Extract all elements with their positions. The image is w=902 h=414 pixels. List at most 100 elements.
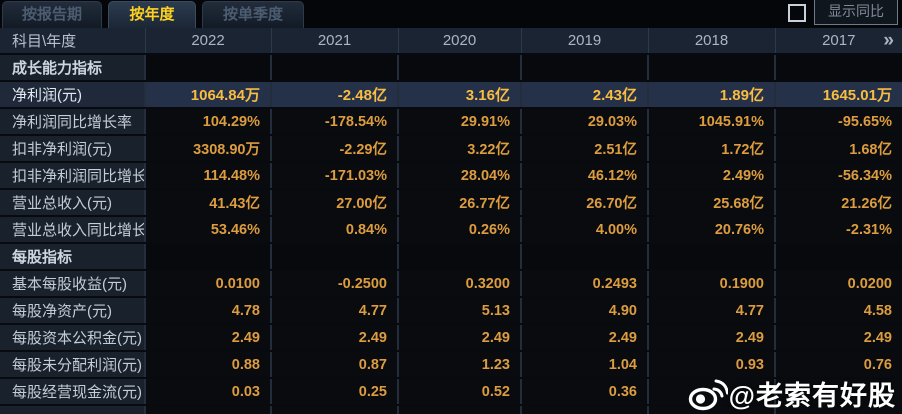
year-label: 2019 bbox=[567, 32, 602, 49]
year-label: 2017 bbox=[822, 32, 856, 49]
value-cell: 2.43亿 bbox=[521, 81, 649, 109]
value-cell bbox=[271, 54, 399, 82]
value-cell: 2.51亿 bbox=[521, 135, 649, 163]
value-cell: -171.03% bbox=[271, 162, 399, 190]
value-cell: 4.78 bbox=[145, 297, 272, 325]
value-cell: 1645.01万 bbox=[775, 81, 902, 109]
value-cell bbox=[145, 243, 272, 271]
value-cell: 21.26亿 bbox=[775, 189, 902, 217]
value-cell: 0.76 bbox=[775, 351, 902, 379]
value-cell: 1.23 bbox=[398, 351, 522, 379]
clipped-row bbox=[0, 405, 902, 414]
value-cell: 0.36 bbox=[521, 378, 649, 406]
value-cell: 26.77亿 bbox=[398, 189, 522, 217]
value-cell: -56.34% bbox=[775, 162, 902, 190]
value-cell: 5.13 bbox=[398, 297, 522, 325]
value-cell: 25.68亿 bbox=[648, 189, 776, 217]
row-label: 每股经营现金流(元) bbox=[0, 378, 146, 406]
year-label: 2018 bbox=[694, 32, 729, 49]
value-cell: 1064.84万 bbox=[145, 81, 272, 109]
value-cell: -95.65% bbox=[775, 108, 902, 136]
value-cell: 2.49 bbox=[521, 324, 649, 352]
value-cell: 0.87 bbox=[271, 351, 399, 379]
value-cell: 0.26% bbox=[398, 216, 522, 244]
value-cell: 0.88 bbox=[145, 351, 272, 379]
table-row: 扣非净利润(元) 3308.90万 -2.29亿 3.22亿 2.51亿 1.72亿 1.6… bbox=[0, 135, 902, 163]
value-cell: 3.16亿 bbox=[398, 81, 522, 109]
show-yoy-button[interactable]: 显示同比 bbox=[814, 0, 898, 25]
value-cell: 104.29% bbox=[145, 108, 272, 136]
value-cell: 0.2493 bbox=[521, 270, 649, 298]
value-cell: 114.48% bbox=[145, 162, 272, 190]
table-row: 每股资本公积金(元) 2.49 2.49 2.49 2.49 2.49 2.49 bbox=[0, 324, 902, 352]
value-cell bbox=[145, 405, 272, 414]
value-cell: 0.0200 bbox=[775, 270, 902, 298]
value-cell: 1.72亿 bbox=[648, 135, 776, 163]
table-row: 净利润同比增长率 104.29% -178.54% 29.91% 29.03% 1045.… bbox=[0, 108, 902, 136]
table-row: 每股经营现金流(元) 0.03 0.25 0.52 0.36 bbox=[0, 378, 902, 406]
value-cell bbox=[521, 405, 649, 414]
table-row: 营业总收入(元) 41.43亿 27.00亿 26.77亿 26.70亿 25.68亿 21… bbox=[0, 189, 902, 217]
year-label: 2020 bbox=[442, 32, 477, 49]
value-cell bbox=[398, 54, 522, 82]
value-cell: 41.43亿 bbox=[145, 189, 272, 217]
table-row: 每股未分配利润(元) 0.88 0.87 1.23 1.04 0.93 0.76 bbox=[0, 351, 902, 379]
value-cell: 28.04% bbox=[398, 162, 522, 190]
column-header-year: 2019 bbox=[521, 28, 649, 55]
column-header-year: 2018 bbox=[648, 28, 776, 55]
value-cell: 20.76% bbox=[648, 216, 776, 244]
value-cell: -2.48亿 bbox=[271, 81, 399, 109]
value-cell: 1.89亿 bbox=[648, 81, 776, 109]
value-cell: 3308.90万 bbox=[145, 135, 272, 163]
row-label: 扣非净利润(元) bbox=[0, 135, 146, 163]
table-row: 成长能力指标 bbox=[0, 54, 902, 82]
value-cell: 3.22亿 bbox=[398, 135, 522, 163]
value-cell: 0.84% bbox=[271, 216, 399, 244]
row-label: 净利润同比增长率 bbox=[0, 108, 146, 136]
year-label: 2021 bbox=[317, 32, 352, 49]
value-cell: 4.77 bbox=[648, 297, 776, 325]
value-cell: 0.93 bbox=[648, 351, 776, 379]
more-years-chevron-icon[interactable]: » bbox=[883, 30, 894, 51]
value-cell: 2.49 bbox=[271, 324, 399, 352]
value-cell: 26.70亿 bbox=[521, 189, 649, 217]
table-header: 科目\年度 2022 2021 2020 2019 2018 2017 » bbox=[0, 28, 902, 55]
row-label: 成长能力指标 bbox=[0, 54, 146, 82]
value-cell: 4.90 bbox=[521, 297, 649, 325]
column-header-year: 2021 bbox=[271, 28, 399, 55]
row-label bbox=[0, 405, 146, 414]
financial-table: 科目\年度 2022 2021 2020 2019 2018 2017 » 成长能力指标 净利润… bbox=[0, 28, 902, 414]
value-cell: 29.91% bbox=[398, 108, 522, 136]
table-row: 扣非净利润同比增长率114.48%-171.03%28.04%46.12%2.4… bbox=[0, 162, 902, 190]
corner-header: 科目\年度 bbox=[0, 28, 146, 55]
table-row: 净利润(元) 1064.84万 -2.48亿 3.16亿 2.43亿 1.89亿 1645.… bbox=[0, 81, 902, 109]
tab-by-report-period[interactable]: 按报告期 bbox=[2, 1, 102, 28]
value-cell: 0.52 bbox=[398, 378, 522, 406]
value-cell: 0.3200 bbox=[398, 270, 522, 298]
tab-by-year[interactable]: 按年度 bbox=[108, 1, 196, 28]
value-cell: 4.00% bbox=[521, 216, 649, 244]
row-label: 扣非净利润同比增长率 bbox=[0, 162, 146, 190]
value-cell: -2.29亿 bbox=[271, 135, 399, 163]
value-cell: 0.25 bbox=[271, 378, 399, 406]
period-tabbar: 按报告期 按年度 按单季度 显示同比 bbox=[0, 0, 902, 28]
column-header-year: 2017 » bbox=[775, 28, 902, 55]
value-cell bbox=[775, 54, 902, 82]
value-cell bbox=[521, 243, 649, 271]
value-cell: 2.49% bbox=[648, 162, 776, 190]
value-cell: 0.1900 bbox=[648, 270, 776, 298]
show-yoy-checkbox[interactable] bbox=[788, 4, 806, 22]
value-cell: 1.68亿 bbox=[775, 135, 902, 163]
value-cell: -178.54% bbox=[271, 108, 399, 136]
row-label: 基本每股收益(元) bbox=[0, 270, 146, 298]
value-cell bbox=[775, 378, 902, 406]
value-cell: 29.03% bbox=[521, 108, 649, 136]
row-label: 净利润(元) bbox=[0, 81, 146, 109]
value-cell: 0.03 bbox=[145, 378, 272, 406]
value-cell bbox=[145, 54, 272, 82]
value-cell bbox=[271, 405, 399, 414]
value-cell bbox=[648, 54, 776, 82]
value-cell: 2.49 bbox=[775, 324, 902, 352]
tab-by-quarter[interactable]: 按单季度 bbox=[202, 1, 304, 28]
